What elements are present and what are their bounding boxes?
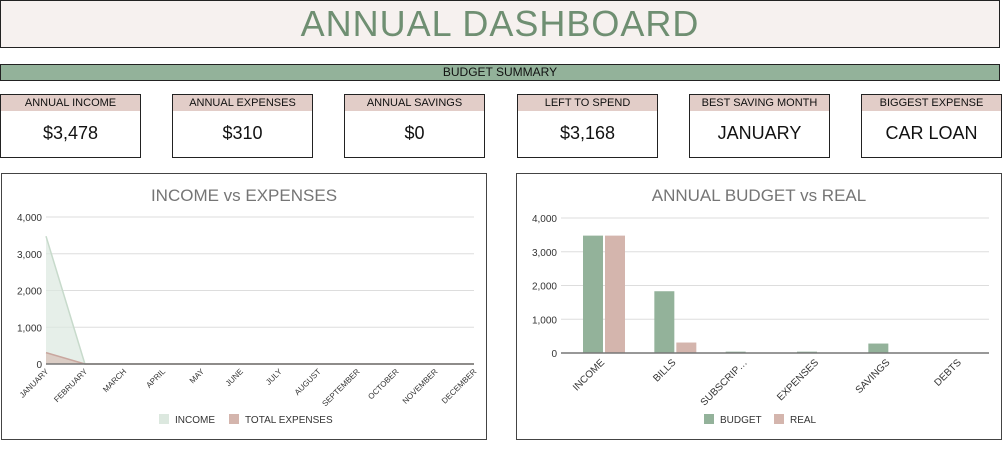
y-tick-label: 0	[36, 360, 42, 371]
y-tick-label: 1,000	[532, 315, 557, 326]
bar-real	[605, 235, 625, 353]
bar-budget	[654, 291, 675, 353]
chart-title: ANNUAL BUDGET vs REAL	[652, 186, 866, 205]
x-tick-label: SAVINGS	[854, 357, 893, 396]
x-tick-label: OCTOBER	[366, 367, 400, 401]
bar-budget	[583, 235, 603, 353]
card-annual-income: ANNUAL INCOME $3,478	[0, 94, 141, 158]
legend-label: REAL	[790, 415, 817, 426]
legend-swatch	[774, 414, 784, 424]
x-tick-label: SUBSCRIP…	[699, 357, 750, 408]
card-label: ANNUAL INCOME	[1, 95, 140, 111]
card-value: $3,478	[42, 123, 99, 143]
y-tick-label: 2,000	[17, 287, 42, 298]
bar-real	[676, 342, 697, 353]
x-tick-label: EXPENSES	[775, 357, 821, 403]
y-tick-label: 3,000	[532, 248, 557, 259]
income-vs-expenses-chart[interactable]: INCOME vs EXPENSES 0 1,000 2,000 3,000 4,000 J…	[1, 173, 487, 440]
card-value: $0	[404, 123, 425, 143]
card-label: LEFT TO SPEND	[518, 95, 657, 111]
budget-summary-header: BUDGET SUMMARY	[0, 64, 1000, 81]
dashboard-title: ANNUAL DASHBOARD	[0, 0, 1000, 48]
x-tick-label: INCOME	[571, 357, 607, 393]
x-tick-label: JANUARY	[18, 367, 51, 400]
x-tick-label: NOVEMBER	[401, 367, 440, 406]
card-best-saving-month: BEST SAVING MONTH JANUARY	[689, 94, 830, 158]
x-tick-label: APRIL	[144, 367, 167, 390]
card-value: $310	[222, 123, 263, 143]
card-label: ANNUAL EXPENSES	[173, 95, 312, 111]
x-tick-label: FEBRUARY	[52, 367, 90, 405]
card-annual-expenses: ANNUAL EXPENSES $310	[172, 94, 313, 158]
card-label: BIGGEST EXPENSE	[862, 95, 1001, 111]
y-tick-label: 3,000	[17, 250, 42, 261]
card-value: JANUARY	[717, 123, 802, 143]
y-tick-label: 1,000	[17, 323, 42, 334]
y-tick-label: 4,000	[532, 214, 557, 225]
line-income	[45, 235, 474, 365]
x-tick-label: JUNE	[224, 367, 245, 388]
x-tick-label: MAY	[188, 367, 207, 386]
x-tick-label: SEPTEMBER	[320, 367, 361, 408]
x-tick-label: AUGUST	[293, 367, 323, 397]
chart-title: INCOME vs EXPENSES	[151, 186, 337, 205]
legend-label: TOTAL EXPENSES	[245, 415, 333, 426]
x-tick-label: DEBTS	[932, 357, 964, 389]
x-tick-label: BILLS	[651, 357, 678, 384]
x-tick-label: MARCH	[101, 367, 128, 394]
legend-swatch	[704, 414, 714, 424]
y-tick-label: 4,000	[17, 213, 42, 224]
legend-label: BUDGET	[720, 415, 762, 426]
x-tick-label: DECEMBER	[440, 367, 479, 406]
card-annual-savings: ANNUAL SAVINGS $0	[344, 94, 485, 158]
line-total-expenses	[45, 351, 474, 365]
card-label: BEST SAVING MONTH	[690, 95, 829, 111]
legend-swatch	[229, 414, 239, 424]
card-biggest-expense: BIGGEST EXPENSE CAR LOAN	[861, 94, 1002, 158]
bar-budget	[868, 343, 889, 353]
legend-label: INCOME	[175, 415, 215, 426]
area-total-expenses	[46, 352, 474, 364]
budget-vs-real-chart[interactable]: ANNUAL BUDGET vs REAL 0 1,000 2,000 3,000 4,0…	[516, 173, 1002, 440]
card-value: CAR LOAN	[885, 123, 978, 143]
card-left-to-spend: LEFT TO SPEND $3,168	[517, 94, 658, 158]
y-tick-label: 0	[551, 349, 557, 360]
y-tick-label: 2,000	[532, 282, 557, 293]
area-income	[46, 236, 474, 364]
x-tick-label: JULY	[264, 367, 284, 387]
card-label: ANNUAL SAVINGS	[345, 95, 484, 111]
legend-swatch	[159, 414, 169, 424]
card-value: $3,168	[559, 123, 616, 143]
